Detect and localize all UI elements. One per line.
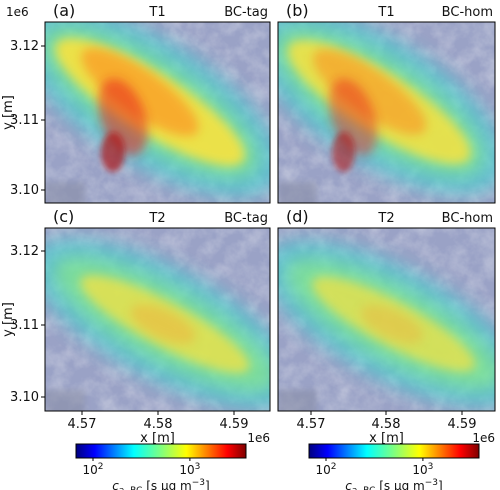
y-axis-offset: 1e6 xyxy=(6,5,29,19)
x-tick-label: 4.57 xyxy=(297,417,326,432)
y-tick-label: 3.11 xyxy=(10,113,39,128)
terrain-shade xyxy=(45,389,85,411)
panel-method-label: BC-tag xyxy=(224,5,268,20)
x-axis-offset: 1e6 xyxy=(472,431,495,445)
plume-hot xyxy=(130,304,196,344)
plume-hot xyxy=(360,304,423,344)
panel-method-label: BC-hom xyxy=(442,5,493,20)
panel-case-label: T2 xyxy=(148,211,165,226)
y-axis-label: y [m] xyxy=(1,95,16,130)
x-axis-label: x [m] xyxy=(140,431,175,446)
panel-frame xyxy=(44,21,271,204)
panel-letter: (d) xyxy=(286,207,309,226)
colorbar-tick-label: 102 xyxy=(315,462,336,477)
panels-group: (a) T1 BC-tag (b) T1 BC-hom (c) T2 BC-tag (d) T2 BC… xyxy=(44,1,496,412)
panel-case-label: T1 xyxy=(377,5,394,20)
y-axis-label: y [m] xyxy=(1,302,16,337)
colorbar-tick-label: 103 xyxy=(412,462,433,477)
panel-case-label: T2 xyxy=(377,211,394,226)
colorbar-2: 102 103ca, BC [s µg m−3] xyxy=(308,443,480,490)
colorbars-group: 102103ca, BC [s µg m−3]102103ca, BC [s µ… xyxy=(75,443,480,490)
x-axis-label: x [m] xyxy=(369,431,404,446)
colorbar-tick-label: 103 xyxy=(179,462,200,477)
panel-letter: (b) xyxy=(286,1,309,20)
plume-source xyxy=(101,132,125,172)
panel-letter: (c) xyxy=(53,207,74,226)
colorbar-gradient xyxy=(308,443,480,459)
panel-letter: (a) xyxy=(53,1,75,20)
x-axis-offset: 1e6 xyxy=(247,431,270,445)
terrain-shade xyxy=(278,389,317,411)
y-tick-label: 3.11 xyxy=(10,318,39,333)
x-tick-label: 4.59 xyxy=(220,417,249,432)
x-tick-label: 4.57 xyxy=(68,417,97,432)
plume-source xyxy=(332,132,356,172)
colorbar-label: ca, BC [s µg m−3] xyxy=(112,478,209,490)
x-tick-label: 4.58 xyxy=(144,417,173,432)
terrain-shade xyxy=(278,182,317,203)
plume-hot xyxy=(81,47,199,137)
y-tick-label: 3.10 xyxy=(10,183,39,198)
panel-c xyxy=(45,228,270,411)
colorbar-gradient xyxy=(75,443,247,459)
panel-method-label: BC-tag xyxy=(224,211,268,226)
panel-d xyxy=(278,228,495,411)
x-tick-label: 4.58 xyxy=(372,417,401,432)
colorbar-1: 102 103ca, BC [s µg m−3] xyxy=(75,443,247,490)
panel-b xyxy=(278,22,495,203)
panel-a xyxy=(45,22,270,203)
panel-method-label: BC-hom xyxy=(442,211,493,226)
y-tick-label: 3.12 xyxy=(10,39,39,54)
y-tick-label: 3.12 xyxy=(10,244,39,259)
terrain-shade xyxy=(45,182,85,203)
x-tick-label: 4.59 xyxy=(448,417,477,432)
panel-frame xyxy=(277,21,496,204)
plume-hot xyxy=(312,49,427,135)
colorbar-label: ca, BC [s µg m−3] xyxy=(345,478,442,490)
axes-group: 3.123.113.10y [m]3.123.113.10y [m]1e64.5… xyxy=(1,5,495,446)
y-tick-label: 3.10 xyxy=(10,390,39,405)
colorbar-tick-label: 102 xyxy=(82,462,103,477)
panel-case-label: T1 xyxy=(148,5,165,20)
